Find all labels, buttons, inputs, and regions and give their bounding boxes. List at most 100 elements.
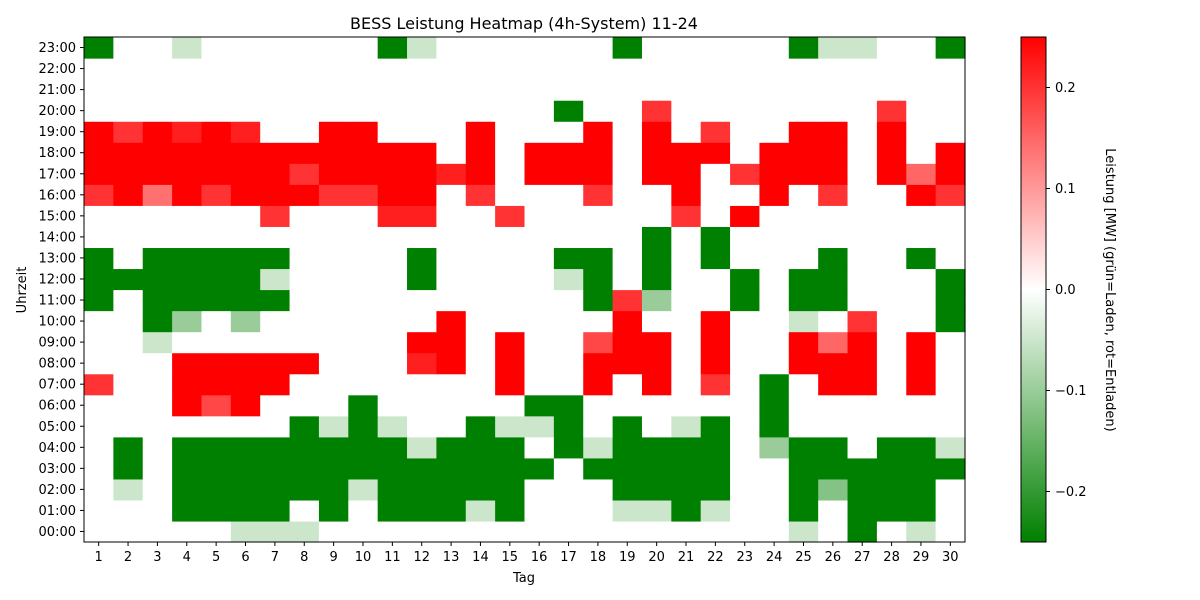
colorbar-tick-label: 0.1 <box>1055 182 1076 197</box>
heatmap-cell <box>348 478 379 501</box>
heatmap-cell <box>260 394 291 417</box>
heatmap-cell <box>759 331 790 354</box>
heatmap-cell <box>759 100 790 122</box>
y-tick-label: 12:00 <box>39 272 76 287</box>
heatmap-cell <box>935 499 966 522</box>
heatmap-cell <box>671 268 702 291</box>
colorbar <box>1020 36 1047 543</box>
y-tick-label: 09:00 <box>39 336 76 351</box>
heatmap-cell <box>524 247 555 270</box>
heatmap-cell <box>201 142 232 164</box>
heatmap-cell <box>641 142 672 164</box>
heatmap-cell <box>436 520 467 543</box>
heatmap-cell <box>113 37 144 59</box>
heatmap-cell <box>172 520 203 543</box>
heatmap-cell <box>788 436 819 459</box>
heatmap-cell <box>730 436 761 459</box>
heatmap-cell <box>730 352 761 375</box>
heatmap-cell <box>407 163 437 185</box>
heatmap-cell <box>641 184 672 206</box>
heatmap-cell <box>759 373 790 396</box>
heatmap-cell <box>201 499 232 522</box>
heatmap-cell <box>377 520 408 543</box>
heatmap-cell <box>612 331 643 354</box>
heatmap-cell <box>289 226 320 249</box>
heatmap-cell <box>348 184 379 206</box>
heatmap-cell <box>818 79 849 101</box>
heatmap-cell <box>641 79 672 101</box>
heatmap-cell <box>407 100 437 122</box>
heatmap-cell <box>612 184 643 206</box>
heatmap-cell <box>553 79 584 101</box>
heatmap-cell <box>230 289 261 312</box>
heatmap-cell <box>876 79 907 101</box>
heatmap-cell <box>495 184 526 206</box>
heatmap-cell <box>788 394 819 417</box>
heatmap-cell <box>700 184 731 206</box>
heatmap-cell <box>84 499 114 522</box>
heatmap-cell <box>436 436 467 459</box>
heatmap-cell <box>730 247 761 270</box>
heatmap-cell <box>230 415 261 438</box>
heatmap-cell <box>671 142 702 164</box>
heatmap-cell <box>230 79 261 101</box>
heatmap-cell <box>407 37 437 59</box>
heatmap-cell <box>730 142 761 164</box>
heatmap-cell <box>318 520 349 543</box>
x-tick-label: 11 <box>384 550 401 565</box>
heatmap-cell <box>84 121 114 143</box>
heatmap-cell <box>260 184 291 206</box>
heatmap-cell <box>377 415 408 438</box>
heatmap-cell <box>142 268 173 291</box>
heatmap-cell <box>230 247 261 270</box>
heatmap-cell <box>876 415 907 438</box>
heatmap-cell <box>935 247 966 270</box>
y-tick-label: 05:00 <box>39 420 76 435</box>
heatmap-cell <box>612 79 643 101</box>
heatmap-cell <box>818 58 849 80</box>
heatmap-cell <box>847 100 878 122</box>
heatmap-cell <box>465 415 496 438</box>
heatmap-cell <box>730 415 761 438</box>
heatmap-cell <box>142 289 173 312</box>
heatmap-cell <box>612 310 643 333</box>
heatmap-cell <box>84 163 114 185</box>
heatmap-cell <box>671 499 702 522</box>
heatmap-cell <box>788 415 819 438</box>
heatmap-cell <box>260 289 291 312</box>
colorbar-ticks: −0.2 −0.1 0.0 0.1 0.2 <box>1046 81 1087 500</box>
heatmap-cell <box>847 520 878 543</box>
heatmap-cell <box>84 289 114 312</box>
heatmap-cell <box>818 436 849 459</box>
heatmap-cell <box>289 58 320 80</box>
heatmap-cell <box>847 37 878 59</box>
heatmap-cell <box>730 205 761 227</box>
heatmap-cell <box>818 289 849 312</box>
heatmap-cell <box>260 331 291 354</box>
heatmap-cell <box>553 268 584 291</box>
x-tick-label: 26 <box>825 550 842 565</box>
heatmap-cell <box>730 520 761 543</box>
heatmap-cell <box>730 478 761 501</box>
heatmap-cell <box>524 352 555 375</box>
heatmap-cell <box>436 226 467 249</box>
heatmap-cell <box>730 289 761 312</box>
heatmap-cell <box>436 310 467 333</box>
heatmap-cell <box>230 394 261 417</box>
heatmap-cell <box>348 268 379 291</box>
heatmap-cell <box>465 457 496 480</box>
heatmap-cell <box>876 100 907 122</box>
heatmap-cell <box>524 499 555 522</box>
heatmap-cell <box>612 373 643 396</box>
heatmap-cell <box>730 373 761 396</box>
heatmap-cell <box>524 415 555 438</box>
heatmap-cell <box>671 520 702 543</box>
heatmap-cell <box>289 184 320 206</box>
heatmap-cell <box>671 394 702 417</box>
heatmap-cell <box>730 79 761 101</box>
heatmap-cell <box>759 142 790 164</box>
y-tick-label: 07:00 <box>39 378 76 393</box>
heatmap-cell <box>700 352 731 375</box>
heatmap-cell <box>289 100 320 122</box>
heatmap-cell <box>172 184 203 206</box>
